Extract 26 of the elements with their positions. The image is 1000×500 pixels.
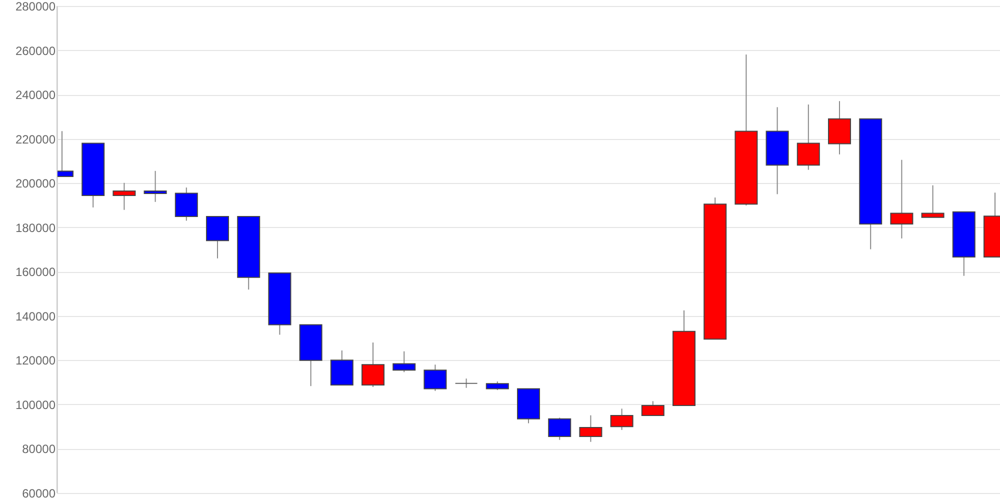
candlestick	[641, 400, 664, 416]
candlestick	[796, 104, 820, 170]
candlestick	[174, 187, 198, 222]
y-tick-label: 140000	[15, 309, 56, 324]
candlestick	[610, 408, 634, 430]
y-tick-label: 220000	[15, 132, 56, 146]
candlestick	[454, 378, 478, 388]
y-tick-label: 160000	[15, 265, 56, 280]
y-tick-label: 180000	[15, 220, 56, 235]
candlestick	[362, 342, 384, 388]
candlestick	[921, 184, 944, 218]
candlestick	[424, 364, 447, 392]
y-tick-label: 80000	[22, 442, 56, 456]
y-tick-label: 120000	[15, 354, 56, 368]
candlestick	[579, 414, 602, 442]
y-tick-label: 280000	[15, 0, 56, 14]
candlestick	[112, 182, 136, 210]
candlestick	[890, 159, 914, 239]
y-tick-label: 200000	[15, 176, 56, 191]
y-tick-label: 240000	[15, 88, 56, 102]
candlestick	[144, 170, 167, 202]
candlestick	[548, 417, 572, 440]
y-tick-label: 260000	[15, 44, 56, 58]
y-tick-label: 60000	[22, 486, 56, 500]
candlestick	[392, 350, 416, 373]
y-tick-label: 100000	[15, 398, 56, 412]
